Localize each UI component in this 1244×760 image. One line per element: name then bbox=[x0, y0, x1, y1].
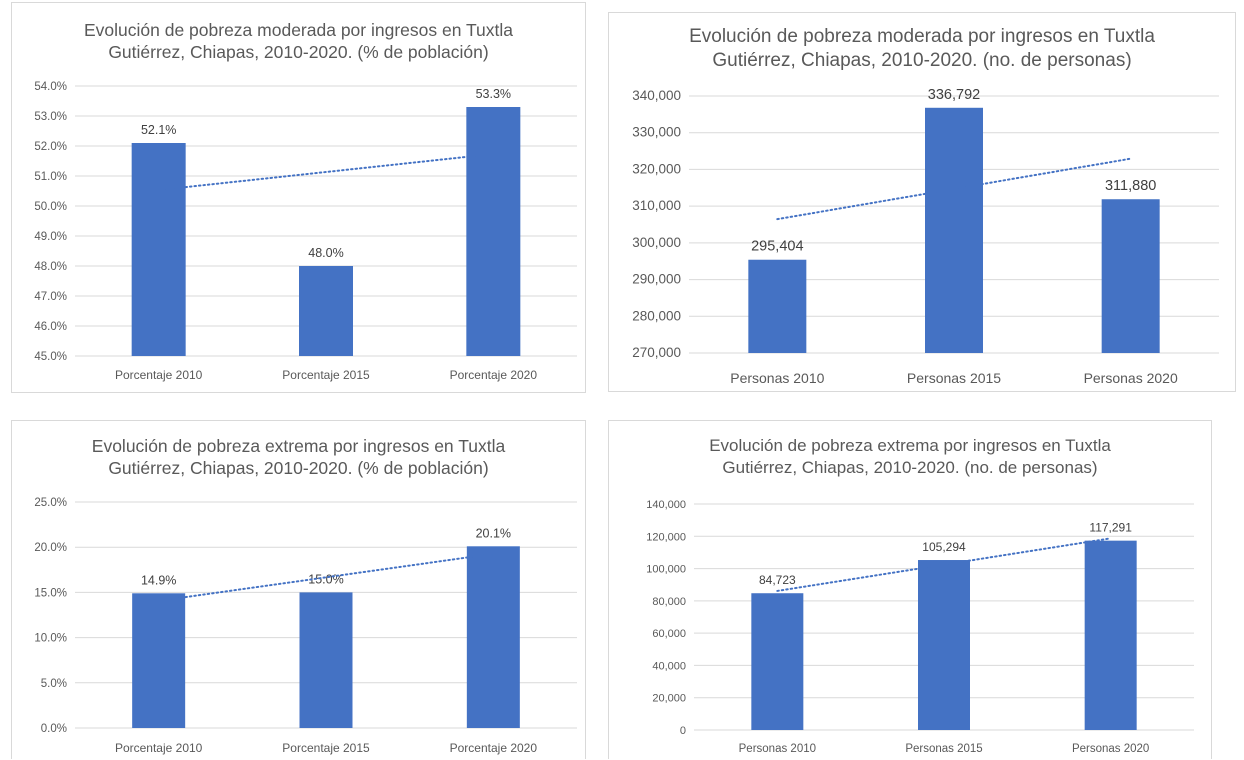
y-tick-label: 140,000 bbox=[646, 499, 686, 511]
y-tick-label: 47.0% bbox=[34, 291, 67, 303]
chart-panel-moderate-persons: Evolución de pobreza moderada por ingres… bbox=[608, 12, 1236, 392]
data-label: 20.1% bbox=[476, 526, 511, 540]
y-tick-label: 46.0% bbox=[34, 321, 67, 333]
chart-plot: 270,000 280,000 290,000 300,000 310,000 320,0… bbox=[632, 87, 1219, 386]
y-tick-label: 20,000 bbox=[652, 693, 686, 705]
x-tick-label: Porcentaje 2020 bbox=[450, 741, 538, 755]
y-tick-label: 0 bbox=[680, 725, 686, 737]
chart-plot: 45.0% 46.0% 47.0% 48.0% 49.0% 50.0% 51.0% 52.0%… bbox=[34, 81, 577, 382]
chart-panel-extreme-percent: Evolución de pobreza extrema por ingreso… bbox=[11, 420, 586, 759]
chart-title: Evolución de pobreza extrema por ingreso… bbox=[91, 436, 506, 479]
y-tick-label: 5.0% bbox=[41, 678, 67, 690]
x-tick-label: Personas 2010 bbox=[739, 743, 816, 755]
bar bbox=[131, 143, 186, 356]
data-label: 84,723 bbox=[759, 573, 796, 587]
x-tick-label: Personas 2010 bbox=[730, 370, 824, 386]
chart-title: Evolución de pobreza extrema por ingreso… bbox=[709, 436, 1111, 477]
y-tick-label: 54.0% bbox=[34, 81, 67, 93]
chart-panel-moderate-percent: Evolución de pobreza moderada por ingres… bbox=[11, 2, 586, 393]
y-tick-label: 49.0% bbox=[34, 231, 67, 243]
trendline bbox=[776, 537, 1112, 592]
data-label: 14.9% bbox=[141, 573, 176, 587]
data-label: 52.1% bbox=[141, 123, 176, 137]
y-tick-label: 40,000 bbox=[652, 660, 686, 672]
x-tick-label: Personas 2015 bbox=[907, 370, 1001, 386]
y-tick-label: 48.0% bbox=[34, 261, 67, 273]
bar bbox=[751, 593, 804, 730]
x-tick-label: Porcentaje 2015 bbox=[282, 741, 370, 755]
bar bbox=[299, 592, 353, 728]
trendline bbox=[157, 552, 495, 602]
y-tick-label: 52.0% bbox=[34, 141, 67, 153]
y-tick-label: 270,000 bbox=[632, 345, 681, 360]
y-tick-label: 0.0% bbox=[41, 723, 67, 735]
y-tick-label: 60,000 bbox=[652, 628, 686, 640]
y-tick-label: 320,000 bbox=[632, 161, 681, 176]
y-tick-label: 280,000 bbox=[632, 308, 681, 323]
data-label: 15.0% bbox=[308, 572, 343, 586]
chart-title: Evolución de pobreza moderada por ingres… bbox=[689, 26, 1155, 72]
trendline bbox=[776, 157, 1132, 221]
trendline bbox=[157, 153, 495, 191]
bar bbox=[925, 107, 983, 353]
y-tick-label: 50.0% bbox=[34, 201, 67, 213]
data-label: 117,291 bbox=[1089, 521, 1132, 535]
bar bbox=[1084, 540, 1137, 730]
y-tick-label: 15.0% bbox=[34, 587, 67, 599]
x-tick-label: Personas 2015 bbox=[905, 743, 982, 755]
chart-plot: 0 20,000 40,000 60,000 80,000 100,000 120,000 1… bbox=[646, 499, 1194, 755]
data-label: 311,880 bbox=[1105, 178, 1156, 194]
x-tick-label: Porcentaje 2010 bbox=[115, 741, 203, 755]
bar bbox=[466, 546, 520, 728]
chart-panel-extreme-persons: Evolución de pobreza extrema por ingreso… bbox=[608, 420, 1212, 759]
y-tick-label: 310,000 bbox=[632, 198, 681, 213]
y-tick-label: 51.0% bbox=[34, 171, 67, 183]
y-tick-label: 330,000 bbox=[632, 125, 681, 140]
bar bbox=[299, 266, 353, 356]
data-label: 48.0% bbox=[308, 246, 343, 260]
x-tick-label: Personas 2020 bbox=[1072, 743, 1149, 755]
y-tick-label: 45.0% bbox=[34, 351, 67, 363]
y-tick-label: 20.0% bbox=[34, 542, 67, 554]
y-tick-label: 300,000 bbox=[632, 235, 681, 250]
y-tick-label: 340,000 bbox=[632, 88, 681, 103]
data-label: 336,792 bbox=[928, 87, 980, 103]
data-label: 295,404 bbox=[751, 239, 803, 255]
x-tick-label: Porcentaje 2010 bbox=[115, 368, 203, 382]
bar bbox=[132, 593, 186, 728]
y-tick-label: 10.0% bbox=[34, 633, 67, 645]
x-tick-label: Porcentaje 2020 bbox=[450, 368, 538, 382]
chart-plot: 0.0% 5.0% 10.0% 15.0% 20.0% 25.0% 14.9% Porcent… bbox=[34, 497, 577, 755]
chart-title: Evolución de pobreza moderada por ingres… bbox=[83, 20, 513, 63]
y-tick-label: 25.0% bbox=[34, 497, 67, 509]
x-tick-label: Personas 2020 bbox=[1084, 370, 1178, 386]
data-label: 105,294 bbox=[922, 540, 966, 554]
x-tick-label: Porcentaje 2015 bbox=[282, 368, 370, 382]
data-label: 53.3% bbox=[476, 87, 511, 101]
bar bbox=[1101, 199, 1160, 353]
y-tick-label: 53.0% bbox=[34, 111, 67, 123]
bar bbox=[466, 107, 521, 356]
bar bbox=[748, 259, 807, 353]
y-tick-label: 290,000 bbox=[632, 272, 681, 287]
bar bbox=[918, 560, 970, 730]
y-tick-label: 80,000 bbox=[652, 596, 686, 608]
y-tick-label: 100,000 bbox=[646, 564, 686, 576]
y-tick-label: 120,000 bbox=[646, 531, 686, 543]
